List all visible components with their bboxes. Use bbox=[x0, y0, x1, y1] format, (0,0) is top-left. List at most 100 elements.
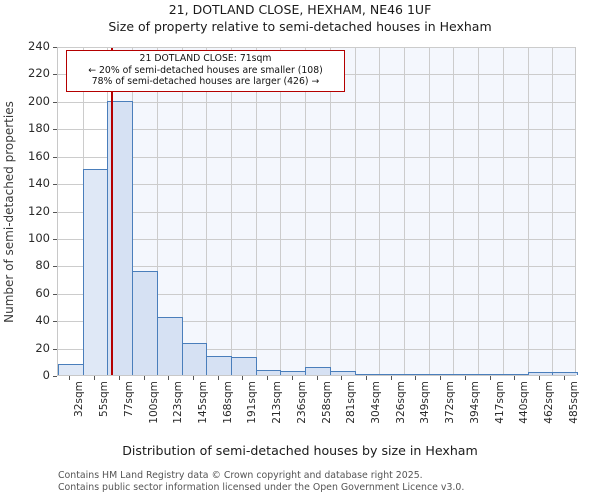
gridline-vertical bbox=[330, 48, 331, 375]
histogram-bar bbox=[527, 372, 554, 375]
histogram-bar bbox=[181, 343, 208, 375]
histogram-bar bbox=[82, 169, 109, 375]
x-tick-mark bbox=[168, 376, 170, 380]
annotation-line-2: ← 20% of semi-detached houses are smalle… bbox=[88, 64, 323, 76]
y-tick-mark bbox=[53, 74, 57, 76]
histogram-bar bbox=[404, 373, 430, 375]
x-tick-mark bbox=[242, 376, 244, 380]
x-tick-label: 236sqm bbox=[295, 381, 308, 424]
gridline-horizontal bbox=[58, 348, 575, 350]
y-tick-label: 20 bbox=[35, 340, 50, 355]
y-tick-label: 120 bbox=[28, 203, 50, 218]
footer-line-1: Contains HM Land Registry data © Crown c… bbox=[58, 470, 423, 481]
y-tick-mark bbox=[53, 47, 57, 48]
gridline-horizontal bbox=[58, 321, 575, 323]
gridline-vertical bbox=[280, 48, 281, 375]
x-tick-label: 372sqm bbox=[444, 381, 457, 424]
x-tick-label: 213sqm bbox=[271, 381, 284, 424]
x-tick-label: 281sqm bbox=[345, 381, 358, 424]
histogram-bar bbox=[280, 370, 307, 375]
x-tick-label: 77sqm bbox=[122, 381, 135, 418]
histogram-bar bbox=[453, 374, 480, 375]
x-tick-mark bbox=[217, 376, 219, 380]
y-tick-label: 180 bbox=[28, 121, 50, 136]
x-tick-label: 55sqm bbox=[98, 381, 111, 418]
annotation-box: 21 DOTLAND CLOSE: 71sqm ← 20% of semi-de… bbox=[66, 50, 345, 92]
y-tick-mark bbox=[53, 101, 57, 103]
property-marker-line bbox=[111, 48, 114, 375]
x-tick-mark bbox=[69, 376, 71, 380]
x-tick-mark bbox=[390, 376, 392, 380]
gridline-vertical bbox=[552, 48, 553, 375]
x-tick-mark bbox=[94, 376, 96, 380]
gridline-vertical bbox=[256, 48, 257, 375]
annotation-line-1: 21 DOTLAND CLOSE: 71sqm bbox=[139, 53, 272, 64]
x-tick-label: 304sqm bbox=[369, 381, 382, 424]
y-tick-mark bbox=[53, 348, 57, 350]
gridline-vertical bbox=[528, 48, 529, 375]
histogram-bar bbox=[552, 372, 578, 375]
histogram-bar bbox=[502, 374, 529, 375]
gridline-vertical bbox=[206, 48, 207, 375]
x-tick-label: 100sqm bbox=[147, 381, 160, 424]
gridline-vertical bbox=[157, 48, 158, 375]
histogram-bar bbox=[156, 317, 183, 375]
x-tick-label: 485sqm bbox=[567, 381, 580, 424]
x-tick-mark bbox=[267, 376, 269, 380]
x-tick-mark bbox=[143, 376, 145, 380]
gridline-vertical bbox=[379, 48, 380, 375]
x-tick-mark bbox=[316, 376, 318, 380]
y-tick-mark bbox=[53, 238, 57, 240]
y-tick-mark bbox=[53, 211, 57, 213]
y-tick-label: 140 bbox=[28, 176, 50, 191]
histogram-bar bbox=[354, 373, 381, 375]
gridline-horizontal bbox=[58, 293, 575, 295]
x-tick-label: 258sqm bbox=[320, 381, 333, 424]
y-tick-label: 40 bbox=[35, 313, 50, 328]
gridline-vertical bbox=[355, 48, 356, 375]
x-tick-mark bbox=[291, 376, 293, 380]
histogram-bar bbox=[132, 270, 158, 375]
y-tick-label: 160 bbox=[28, 148, 50, 163]
x-tick-mark bbox=[415, 376, 417, 380]
gridline-vertical bbox=[429, 48, 430, 375]
x-tick-label: 191sqm bbox=[246, 381, 259, 424]
y-tick-label: 0 bbox=[42, 368, 50, 382]
histogram-bar bbox=[231, 357, 257, 375]
gridline-vertical bbox=[305, 48, 306, 375]
x-tick-mark bbox=[563, 376, 565, 380]
footer-attribution: Contains HM Land Registry data © Crown c… bbox=[58, 470, 598, 493]
x-tick-label: 168sqm bbox=[221, 381, 234, 424]
y-tick-mark bbox=[53, 184, 57, 186]
y-tick-mark bbox=[53, 293, 57, 295]
y-tick-mark bbox=[53, 129, 57, 131]
gridline-vertical bbox=[404, 48, 405, 375]
x-tick-mark bbox=[464, 376, 466, 380]
chart-subtitle: Size of property relative to semi-detach… bbox=[108, 19, 492, 34]
histogram-bar bbox=[58, 364, 84, 375]
gridline-horizontal bbox=[58, 238, 575, 240]
gridline-vertical bbox=[182, 48, 183, 375]
gridline-vertical bbox=[478, 48, 479, 375]
x-tick-mark bbox=[365, 376, 367, 380]
histogram-bar bbox=[379, 373, 405, 375]
x-tick-mark bbox=[440, 376, 442, 380]
x-tick-label: 326sqm bbox=[394, 381, 407, 424]
gridline-horizontal bbox=[58, 129, 575, 131]
y-tick-label: 220 bbox=[28, 66, 50, 81]
x-tick-label: 440sqm bbox=[518, 381, 531, 424]
y-tick-mark bbox=[53, 376, 57, 377]
x-tick-mark bbox=[514, 376, 516, 380]
x-tick-mark bbox=[538, 376, 540, 380]
x-tick-label: 32sqm bbox=[73, 381, 86, 418]
histogram-bar bbox=[329, 370, 356, 375]
gridline-vertical bbox=[453, 48, 454, 375]
x-tick-mark bbox=[341, 376, 343, 380]
annotation-line-3: 78% of semi-detached houses are larger (… bbox=[91, 76, 320, 88]
gridline-horizontal bbox=[58, 266, 575, 268]
y-tick-label: 100 bbox=[28, 230, 50, 245]
x-tick-mark bbox=[489, 376, 491, 380]
footer-line-2: Contains public sector information licen… bbox=[58, 481, 465, 493]
histogram-bar bbox=[255, 369, 282, 375]
